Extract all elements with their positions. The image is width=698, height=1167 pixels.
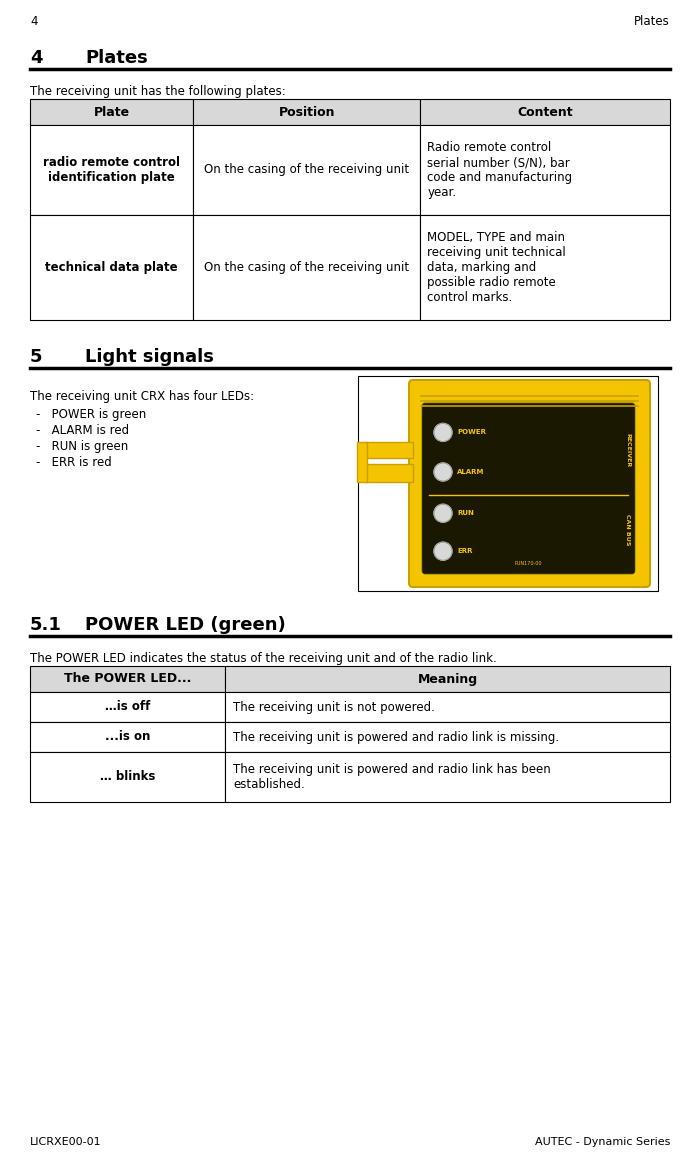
Bar bbox=[420, 125, 670, 215]
Bar bbox=[30, 666, 225, 692]
Bar bbox=[30, 125, 193, 215]
Text: LICRXE00-01: LICRXE00-01 bbox=[30, 1137, 102, 1147]
Text: -   POWER is green: - POWER is green bbox=[36, 408, 147, 421]
Circle shape bbox=[434, 504, 452, 523]
Bar bbox=[30, 99, 193, 125]
Bar bbox=[225, 722, 670, 752]
Text: ERR: ERR bbox=[457, 548, 473, 554]
Text: MODEL, TYPE and main
receiving unit technical
data, marking and
possible radio r: MODEL, TYPE and main receiving unit tech… bbox=[427, 231, 566, 303]
Bar bbox=[365, 463, 413, 482]
Bar bbox=[420, 99, 670, 125]
Bar bbox=[365, 441, 413, 457]
Circle shape bbox=[434, 463, 452, 481]
Bar bbox=[225, 666, 670, 692]
FancyBboxPatch shape bbox=[422, 403, 635, 574]
Text: Light signals: Light signals bbox=[85, 348, 214, 366]
Text: 5.1: 5.1 bbox=[30, 616, 62, 634]
Text: POWER: POWER bbox=[457, 429, 486, 435]
Text: RECEIVER: RECEIVER bbox=[625, 433, 630, 468]
Text: The receiving unit is not powered.: The receiving unit is not powered. bbox=[233, 700, 435, 713]
Text: Plates: Plates bbox=[85, 49, 148, 67]
Text: Meaning: Meaning bbox=[417, 672, 477, 685]
Text: ...is on: ...is on bbox=[105, 731, 150, 743]
Bar bbox=[193, 215, 420, 320]
Text: The receiving unit is powered and radio link has been
established.: The receiving unit is powered and radio … bbox=[233, 763, 551, 791]
Text: Plate: Plate bbox=[94, 105, 130, 119]
Text: On the casing of the receiving unit: On the casing of the receiving unit bbox=[205, 163, 409, 176]
Text: The POWER LED indicates the status of the receiving unit and of the radio link.: The POWER LED indicates the status of th… bbox=[30, 652, 497, 665]
Text: -   RUN is green: - RUN is green bbox=[36, 440, 128, 453]
Text: The receiving unit CRX has four LEDs:: The receiving unit CRX has four LEDs: bbox=[30, 390, 254, 403]
Text: … blinks: … blinks bbox=[100, 770, 155, 783]
Text: Plates: Plates bbox=[634, 15, 670, 28]
Text: technical data plate: technical data plate bbox=[45, 261, 178, 274]
Text: ALARM: ALARM bbox=[457, 469, 484, 475]
Text: -   ERR is red: - ERR is red bbox=[36, 456, 112, 469]
Text: The receiving unit is powered and radio link is missing.: The receiving unit is powered and radio … bbox=[233, 731, 559, 743]
Text: …is off: …is off bbox=[105, 700, 150, 713]
Text: The receiving unit has the following plates:: The receiving unit has the following pla… bbox=[30, 85, 285, 98]
Text: PUN170-00: PUN170-00 bbox=[514, 561, 542, 566]
Circle shape bbox=[434, 543, 452, 560]
Bar bbox=[30, 752, 225, 802]
Text: RUN: RUN bbox=[457, 510, 474, 516]
Text: Position: Position bbox=[279, 105, 335, 119]
FancyBboxPatch shape bbox=[409, 380, 650, 587]
Bar bbox=[30, 692, 225, 722]
Bar bbox=[357, 441, 367, 482]
Text: The POWER LED...: The POWER LED... bbox=[64, 672, 191, 685]
Text: radio remote control
identification plate: radio remote control identification plat… bbox=[43, 156, 180, 184]
Bar bbox=[358, 376, 658, 591]
Text: Content: Content bbox=[517, 105, 573, 119]
Bar bbox=[193, 125, 420, 215]
Text: CAN BUS: CAN BUS bbox=[625, 513, 630, 545]
Text: POWER LED (green): POWER LED (green) bbox=[85, 616, 285, 634]
Bar bbox=[30, 722, 225, 752]
Text: On the casing of the receiving unit: On the casing of the receiving unit bbox=[205, 261, 409, 274]
Text: 4: 4 bbox=[30, 15, 38, 28]
Bar bbox=[225, 752, 670, 802]
Bar bbox=[193, 99, 420, 125]
Circle shape bbox=[434, 424, 452, 441]
Text: -   ALARM is red: - ALARM is red bbox=[36, 424, 129, 436]
Bar bbox=[30, 215, 193, 320]
Text: AUTEC - Dynamic Series: AUTEC - Dynamic Series bbox=[535, 1137, 670, 1147]
Bar bbox=[225, 692, 670, 722]
Text: Radio remote control
serial number (S/N), bar
code and manufacturing
year.: Radio remote control serial number (S/N)… bbox=[427, 141, 572, 200]
Text: 4: 4 bbox=[30, 49, 43, 67]
Text: 5: 5 bbox=[30, 348, 43, 366]
Bar bbox=[420, 215, 670, 320]
